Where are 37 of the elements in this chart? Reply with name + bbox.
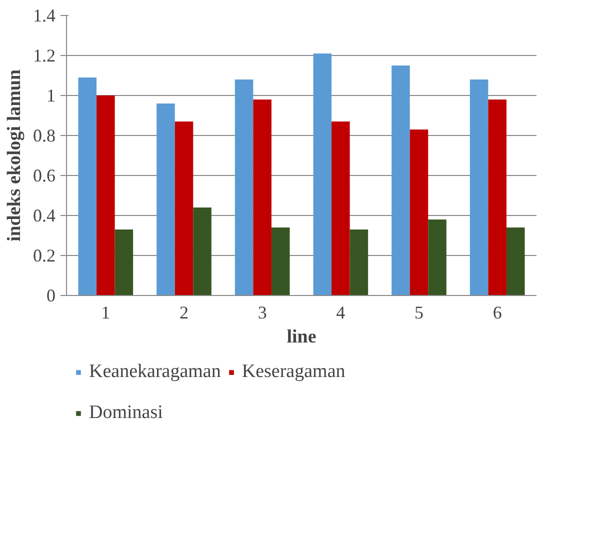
y-tick-label: 0.4 bbox=[33, 206, 56, 226]
x-tick-label: 5 bbox=[414, 302, 424, 322]
bar bbox=[506, 228, 525, 296]
bar bbox=[410, 130, 428, 296]
y-tick-label: 0.6 bbox=[33, 166, 56, 186]
bar bbox=[488, 100, 506, 296]
bar bbox=[78, 78, 97, 296]
bar bbox=[96, 96, 115, 296]
bar bbox=[156, 104, 175, 296]
bar bbox=[470, 80, 488, 296]
bar bbox=[114, 230, 134, 296]
x-tick-label: 2 bbox=[180, 302, 188, 322]
bar bbox=[253, 100, 272, 296]
x-tick-label: 6 bbox=[492, 302, 502, 322]
bar bbox=[193, 208, 212, 296]
x-axis-title: line bbox=[286, 326, 316, 348]
y-axis-title: indeks ekologi lamun bbox=[4, 69, 25, 242]
x-tick-label: 3 bbox=[258, 302, 267, 322]
legend-label: Keseragaman bbox=[242, 361, 346, 383]
x-tick-label: 1 bbox=[101, 302, 110, 322]
bar bbox=[313, 54, 332, 296]
bar bbox=[428, 220, 446, 296]
y-tick-label: 1.4 bbox=[33, 6, 56, 26]
bar bbox=[271, 228, 290, 296]
legend-label: Keanekaragaman bbox=[89, 361, 221, 383]
x-tick-label: 4 bbox=[336, 302, 346, 322]
bar bbox=[174, 122, 194, 296]
bar bbox=[350, 230, 368, 296]
y-tick-label: 0.8 bbox=[33, 126, 56, 146]
legend-label: Dominasi bbox=[89, 402, 163, 424]
y-tick-label: 0.2 bbox=[33, 246, 56, 266]
y-tick-label: 0 bbox=[46, 286, 56, 306]
bar bbox=[392, 66, 410, 296]
bar bbox=[234, 80, 254, 296]
y-tick-label: 1 bbox=[46, 86, 56, 106]
y-tick-label: 1.2 bbox=[33, 46, 56, 66]
bar bbox=[332, 122, 350, 296]
